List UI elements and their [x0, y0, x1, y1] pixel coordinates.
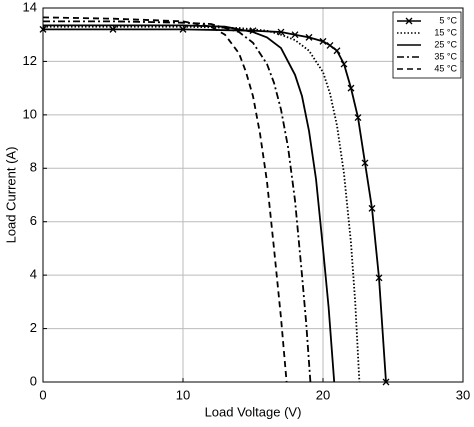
legend-label: 15 °C	[434, 27, 457, 37]
marker	[405, 17, 413, 25]
y-tick-label: 6	[30, 213, 37, 228]
x-tick-label: 20	[316, 387, 330, 402]
y-tick-label: 12	[23, 53, 37, 68]
legend-label: 5 °C	[439, 15, 457, 25]
plot-frame	[42, 7, 464, 383]
marker	[333, 47, 341, 55]
marker	[319, 37, 327, 45]
y-axis-label: Load Current (A)	[3, 147, 18, 244]
marker	[361, 159, 369, 167]
y-tick-label: 2	[30, 320, 37, 335]
marker	[375, 274, 383, 282]
marker	[368, 204, 376, 212]
series-line	[43, 20, 312, 383]
x-tick-label: 30	[456, 387, 470, 402]
x-tick-label: 0	[39, 387, 46, 402]
legend-label: 45 °C	[434, 63, 457, 73]
x-tick-label: 10	[176, 387, 190, 402]
marker	[382, 378, 390, 386]
marker	[277, 28, 285, 36]
series-line	[43, 25, 361, 383]
series-line	[43, 24, 336, 383]
y-tick-label: 10	[23, 106, 37, 121]
marker	[291, 31, 299, 39]
series-line	[43, 28, 387, 383]
marker	[340, 60, 348, 68]
y-tick-label: 0	[30, 373, 37, 388]
marker	[305, 33, 313, 41]
legend-label: 25 °C	[434, 39, 457, 49]
legend-label: 35 °C	[434, 51, 457, 61]
y-tick-label: 8	[30, 160, 37, 175]
marker	[39, 25, 47, 33]
marker	[326, 41, 334, 49]
marker	[354, 114, 362, 121]
series-line	[42, 16, 288, 383]
y-tick-label: 14	[23, 0, 37, 14]
x-axis-label: Load Voltage (V)	[205, 404, 302, 419]
marker	[347, 84, 355, 92]
legend: 5 °C 15 °C 25 °C 35 °C 45 °C	[392, 11, 462, 79]
y-tick-label: 4	[30, 267, 37, 282]
